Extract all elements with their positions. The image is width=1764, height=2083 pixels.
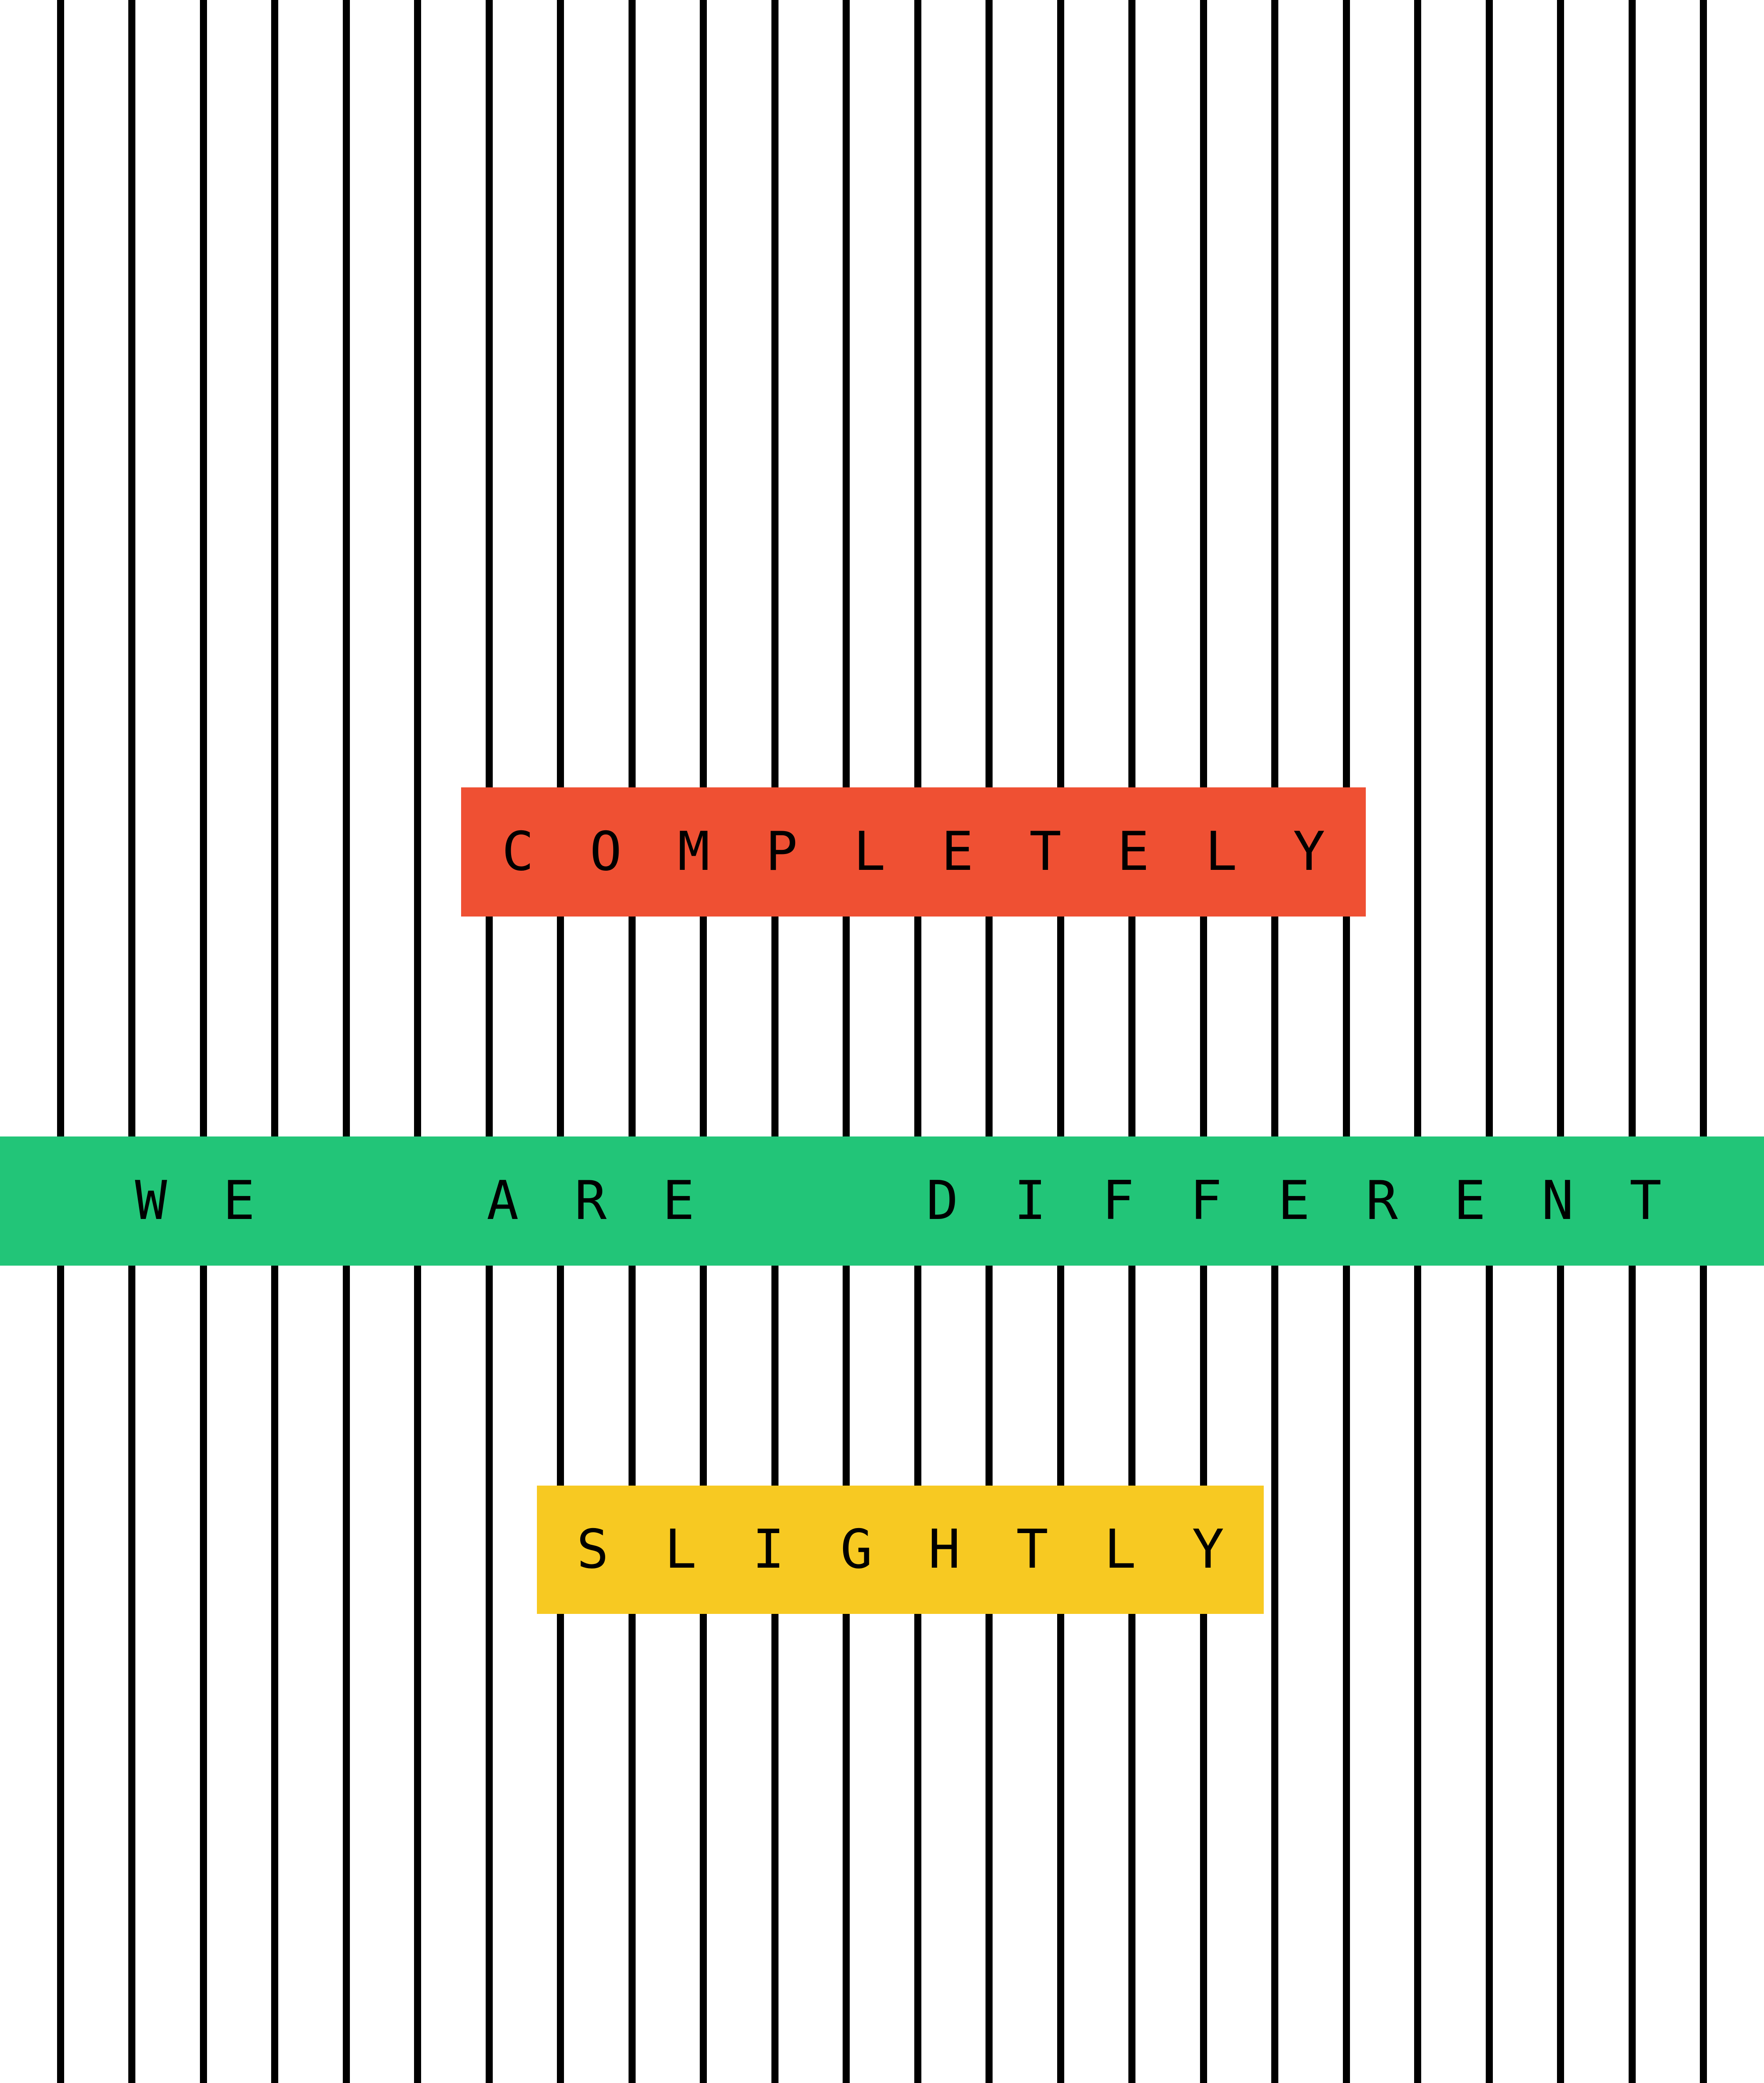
middle-band: WE ARE DIFFERENT — [0, 1136, 1764, 1266]
stripe — [414, 0, 421, 2083]
stripe — [342, 0, 350, 2083]
stripe — [1057, 0, 1064, 2083]
bottom-band: SLIGHTLY — [537, 1486, 1264, 1614]
middle-phrase: WE ARE DIFFERENT — [135, 1170, 1718, 1232]
stripe — [1700, 0, 1707, 2083]
bottom-word: SLIGHTLY — [576, 1519, 1280, 1581]
stripe — [914, 0, 921, 2083]
stripe — [57, 0, 64, 2083]
stripe — [1485, 0, 1493, 2083]
stripe — [628, 0, 636, 2083]
stripe — [1414, 0, 1421, 2083]
stripe — [986, 0, 993, 2083]
stripe — [1628, 0, 1636, 2083]
stripe — [771, 0, 778, 2083]
top-word: COMPLETELY — [502, 821, 1381, 883]
stripe — [1128, 0, 1135, 2083]
stripe — [700, 0, 707, 2083]
top-band: COMPLETELY — [461, 787, 1366, 917]
stripe — [1271, 0, 1278, 2083]
stripe — [843, 0, 850, 2083]
stripe — [200, 0, 207, 2083]
stripe — [271, 0, 278, 2083]
stripe — [1200, 0, 1207, 2083]
stripe — [1557, 0, 1564, 2083]
stripe — [557, 0, 564, 2083]
stripe — [1342, 0, 1350, 2083]
stripe — [128, 0, 135, 2083]
stripe — [485, 0, 493, 2083]
